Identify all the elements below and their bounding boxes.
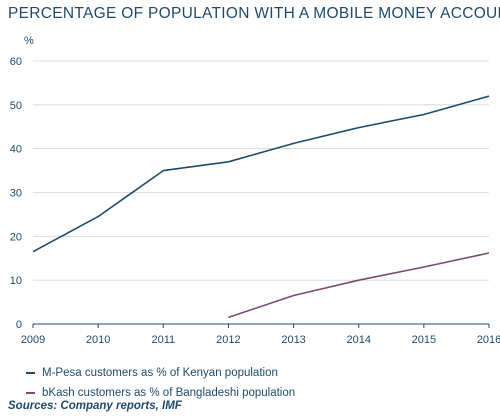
series-lines — [32, 95, 490, 319]
legend-item-mpesa: M-Pesa customers as % of Kenyan populati… — [26, 363, 295, 383]
x-tick-label: 2010 — [86, 334, 110, 346]
legend-label-mpesa: M-Pesa customers as % of Kenyan populati… — [42, 367, 278, 379]
legend-swatch-bkash — [26, 392, 35, 394]
legend-swatch-mpesa — [26, 372, 35, 374]
y-tick-label: 60 — [10, 56, 22, 68]
x-tick-label: 2009 — [21, 334, 45, 346]
x-tick-label: 2012 — [216, 334, 240, 346]
gridlines — [33, 60, 489, 281]
y-axis-ticks: 0 10 20 30 40 50 60 — [10, 56, 22, 331]
y-axis-unit-label: % — [24, 35, 34, 47]
y-tick-label: 50 — [10, 100, 22, 112]
y-tick-label: 0 — [16, 319, 22, 331]
y-tick-label: 40 — [10, 144, 22, 156]
legend-label-bkash: bKash customers as % of Bangladeshi popu… — [42, 387, 296, 399]
source-note: Sources: Company reports, IMF — [8, 400, 182, 412]
legend-item-bkash: bKash customers as % of Bangladeshi popu… — [26, 383, 295, 403]
chart-title: PERCENTAGE OF POPULATION WITH A MOBILE M… — [8, 5, 500, 22]
series-line-1 — [228, 252, 490, 319]
series-line-0 — [32, 95, 490, 253]
x-tick-label: 2016 — [477, 334, 500, 346]
legend: M-Pesa customers as % of Kenyan populati… — [26, 363, 295, 403]
y-tick-label: 20 — [10, 231, 22, 243]
x-tick-label: 2013 — [281, 334, 305, 346]
x-tick-label: 2011 — [151, 334, 175, 346]
y-tick-label: 10 — [10, 275, 22, 287]
x-tick-label: 2014 — [346, 334, 370, 346]
x-tick-label: 2015 — [412, 334, 436, 346]
y-tick-label: 30 — [10, 188, 22, 200]
x-axis: 2009 2010 2011 2012 2013 2014 2015 2016 — [21, 323, 500, 346]
